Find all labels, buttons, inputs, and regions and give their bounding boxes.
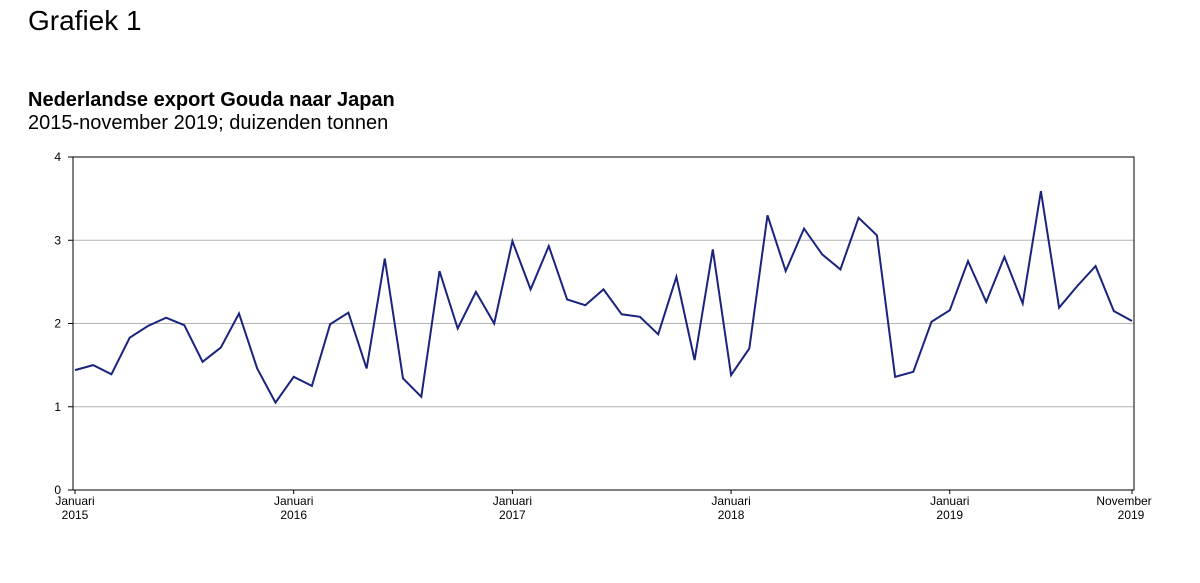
x-tick-label-month: November bbox=[1096, 494, 1151, 508]
series-layer bbox=[74, 190, 1133, 405]
x-axis: Januari2015Januari2016Januari2017Januari… bbox=[55, 490, 1152, 522]
series-line-gouda-export bbox=[74, 190, 1133, 405]
x-tick-label-month: Januari bbox=[55, 494, 94, 508]
y-tick-label: 1 bbox=[54, 400, 61, 414]
x-tick-label-year: 2016 bbox=[280, 508, 307, 522]
x-tick-label-year: 2018 bbox=[718, 508, 745, 522]
x-tick-label-year: 2019 bbox=[1118, 508, 1145, 522]
x-tick-label-month: Januari bbox=[274, 494, 313, 508]
chart-subtitle: 2015-november 2019; duizenden tonnen bbox=[28, 112, 389, 134]
gridlines bbox=[73, 239, 1134, 408]
x-tick-label-year: 2019 bbox=[936, 508, 963, 522]
x-tick-label-month: Januari bbox=[930, 494, 969, 508]
page-heading: Grafiek 1 bbox=[28, 5, 142, 36]
x-tick-label-year: 2017 bbox=[499, 508, 526, 522]
y-axis: 0 1 2 3 4 bbox=[54, 150, 73, 497]
x-tick-label-month: Januari bbox=[493, 494, 532, 508]
x-tick-label-month: Januari bbox=[711, 494, 750, 508]
y-tick-label: 4 bbox=[54, 150, 61, 164]
chart-title: Nederlandse export Gouda naar Japan bbox=[28, 89, 395, 111]
y-tick-label: 2 bbox=[54, 317, 61, 331]
y-tick-label: 3 bbox=[54, 233, 61, 247]
y-tick-label: 0 bbox=[54, 483, 61, 497]
x-tick-label-year: 2015 bbox=[62, 508, 89, 522]
